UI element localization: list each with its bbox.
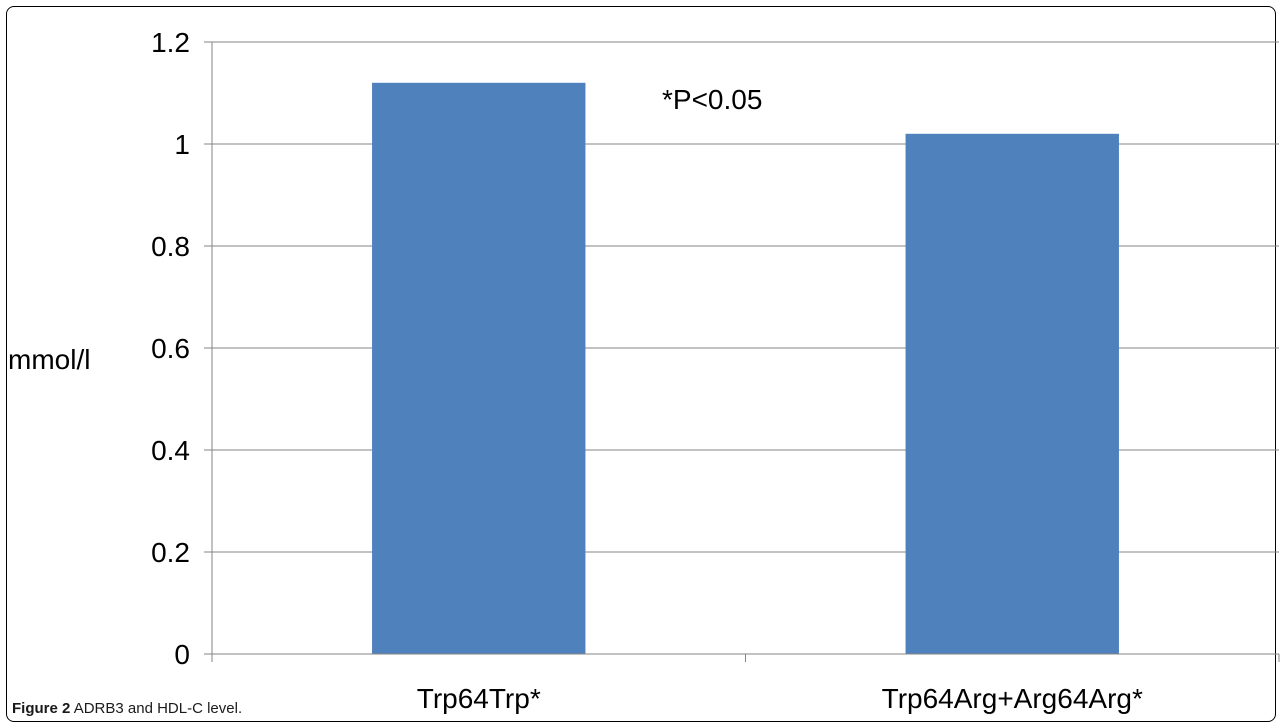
y-tick-label: 0.6 bbox=[151, 333, 190, 364]
caption-end: . bbox=[237, 700, 243, 717]
bar bbox=[905, 133, 1119, 655]
y-tick-label: 0.4 bbox=[151, 435, 190, 466]
axes bbox=[204, 41, 1280, 662]
y-tick-label: 1 bbox=[174, 129, 190, 160]
bar bbox=[372, 82, 586, 655]
significance-annotation: *P<0.05 bbox=[662, 84, 762, 115]
y-tick-label: 0.2 bbox=[151, 537, 190, 568]
x-category-label: Trp64Trp* bbox=[417, 683, 541, 714]
caption-label: Figure 2 bbox=[12, 700, 71, 717]
bars bbox=[372, 82, 1119, 655]
figure-frame bbox=[6, 6, 1276, 722]
y-tick-label: 0.8 bbox=[151, 231, 190, 262]
y-axis-label: mmol/l bbox=[8, 344, 90, 375]
y-tick-label: 0 bbox=[174, 639, 190, 670]
y-tick-labels: 0 0.2 0.4 0.6 0.8 1 1.2 bbox=[151, 27, 190, 670]
figure-caption: Figure 2 ADRB3 and HDL-C level. bbox=[12, 700, 242, 717]
x-category-labels: Trp64Trp* Trp64Arg+Arg64Arg* bbox=[417, 683, 1143, 714]
caption-text: ADRB3 and HDL-C level bbox=[73, 700, 238, 717]
x-category-label: Trp64Arg+Arg64Arg* bbox=[882, 683, 1143, 714]
y-tick-label: 1.2 bbox=[151, 27, 190, 58]
